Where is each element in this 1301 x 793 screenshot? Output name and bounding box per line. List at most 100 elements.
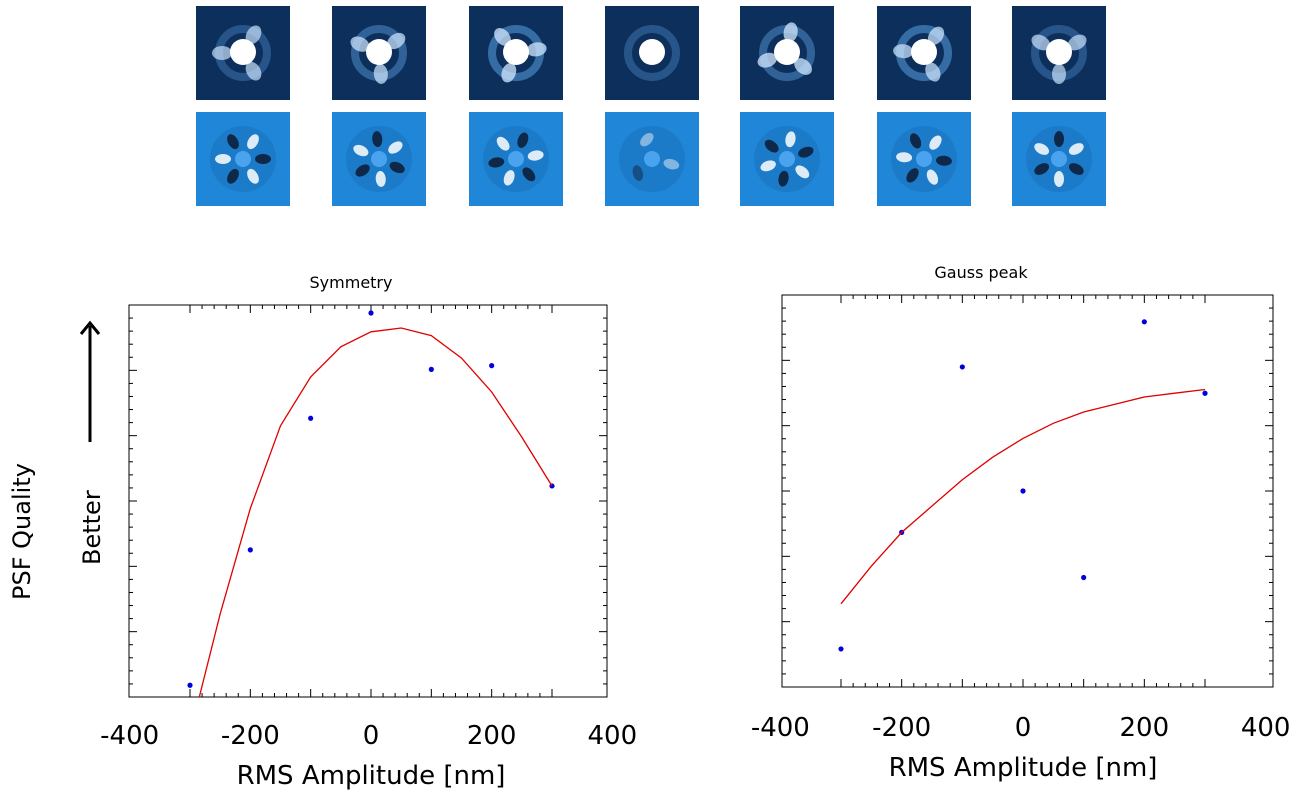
- lobe: [893, 44, 914, 59]
- residual-lobe: [798, 146, 814, 158]
- lobe: [757, 52, 777, 68]
- psf-image-2: [332, 6, 426, 100]
- lobe: [927, 26, 945, 45]
- residual-lobe: [795, 165, 810, 179]
- x-tick-label: 0: [363, 721, 380, 751]
- gauss-peak-chart: Gauss peak -400 -200 0 200 400 RMS Amplitude […: [751, 263, 1291, 783]
- residual-lobe: [764, 139, 779, 153]
- psf-image-5: [740, 6, 834, 100]
- data-point: [959, 364, 965, 370]
- residual-lobe: [503, 170, 515, 186]
- x-tick-label: -400: [100, 721, 159, 751]
- lobe: [501, 63, 517, 83]
- psf-quality-label: PSF Quality: [8, 463, 36, 600]
- residual-image-graphic: [332, 112, 426, 206]
- residual-lobe: [488, 157, 505, 168]
- psf-image-row: [0, 6, 1301, 100]
- residual-image-graphic: [605, 112, 699, 206]
- x-tick-label: 0: [1015, 713, 1032, 743]
- lobe: [794, 58, 812, 75]
- lobe: [373, 63, 388, 84]
- core: [639, 39, 665, 65]
- psf-image-graphic: [605, 6, 699, 100]
- residual-lobe: [663, 158, 680, 170]
- residual-lobe: [778, 170, 789, 187]
- residual-lobe: [1068, 143, 1084, 155]
- residual-image-6: [877, 112, 971, 206]
- lobe: [212, 46, 232, 60]
- residual-lobe: [785, 131, 796, 148]
- better-arrow-icon: [79, 320, 101, 442]
- residual-lobe: [1034, 163, 1050, 175]
- data-point: [1020, 488, 1026, 494]
- lobe: [526, 42, 547, 57]
- data-point: [308, 415, 314, 421]
- x-tick-label: 400: [588, 721, 638, 751]
- psf-image-graphic: [332, 6, 426, 100]
- lobe: [387, 32, 406, 50]
- psf-image-1: [196, 6, 290, 100]
- core: [230, 39, 256, 65]
- residual-lobe: [388, 141, 403, 154]
- data-point: [1202, 390, 1208, 396]
- residual-lobe: [375, 170, 386, 187]
- ring: [624, 25, 680, 81]
- residual-lobe: [906, 168, 919, 183]
- residual-image-graphic: [740, 112, 834, 206]
- x-axis-label: RMS Amplitude [nm]: [237, 761, 506, 790]
- residual-lobe: [353, 144, 369, 157]
- residual-lobe: [632, 165, 644, 181]
- center-mask: [779, 151, 795, 167]
- data-point: [368, 310, 374, 316]
- psf-image-graphic: [877, 6, 971, 100]
- psf-image-graphic: [196, 6, 290, 100]
- chart-title: Symmetry: [310, 273, 393, 292]
- residual-image-7: [1012, 112, 1106, 206]
- residual-image-2: [332, 112, 426, 206]
- residual-image-row: [0, 112, 1301, 206]
- data-point: [838, 646, 844, 652]
- chart-title: Gauss peak: [934, 263, 1028, 282]
- residual-image-graphic: [877, 112, 971, 206]
- data-point: [187, 682, 193, 688]
- residual-image-1: [196, 112, 290, 206]
- residual-lobe: [215, 154, 231, 164]
- residual-lobe: [760, 160, 776, 172]
- psf-image-graphic: [469, 6, 563, 100]
- residual-lobe: [255, 154, 271, 164]
- residual-image-graphic: [469, 112, 563, 206]
- plot-frame: [128, 304, 608, 698]
- x-axis-label: RMS Amplitude [nm]: [889, 753, 1158, 783]
- psf-image-7: [1012, 6, 1106, 100]
- center-mask: [644, 151, 660, 167]
- residual-lobe: [640, 133, 654, 147]
- fit-line: [840, 388, 1206, 605]
- psf-image-graphic: [740, 6, 834, 100]
- x-tick-label: 400: [1241, 713, 1291, 743]
- residual-lobe: [517, 132, 529, 148]
- lobe: [494, 28, 511, 46]
- core: [503, 39, 529, 65]
- lobe: [1067, 34, 1087, 51]
- residual-lobe: [527, 150, 544, 161]
- residual-lobe: [909, 133, 922, 149]
- residual-lobe: [355, 164, 370, 177]
- residual-lobe: [496, 136, 510, 151]
- lobe: [1052, 64, 1066, 84]
- symmetry-chart: Symmetry -400 -200 0 200 400 RMS Amplitude [nm…: [100, 273, 638, 790]
- psf-image-6: [877, 6, 971, 100]
- center-mask: [916, 151, 932, 167]
- residual-lobe: [926, 169, 939, 185]
- data-point: [1141, 319, 1147, 325]
- residual-lobe: [247, 168, 259, 184]
- residual-image-3: [469, 112, 563, 206]
- center-mask: [371, 151, 387, 167]
- x-tick-label: 200: [1120, 713, 1170, 743]
- core: [1046, 39, 1072, 65]
- core: [774, 39, 800, 65]
- core: [911, 39, 937, 65]
- residual-image-5: [740, 112, 834, 206]
- lobe: [1031, 34, 1051, 51]
- residual-image-4: [605, 112, 699, 206]
